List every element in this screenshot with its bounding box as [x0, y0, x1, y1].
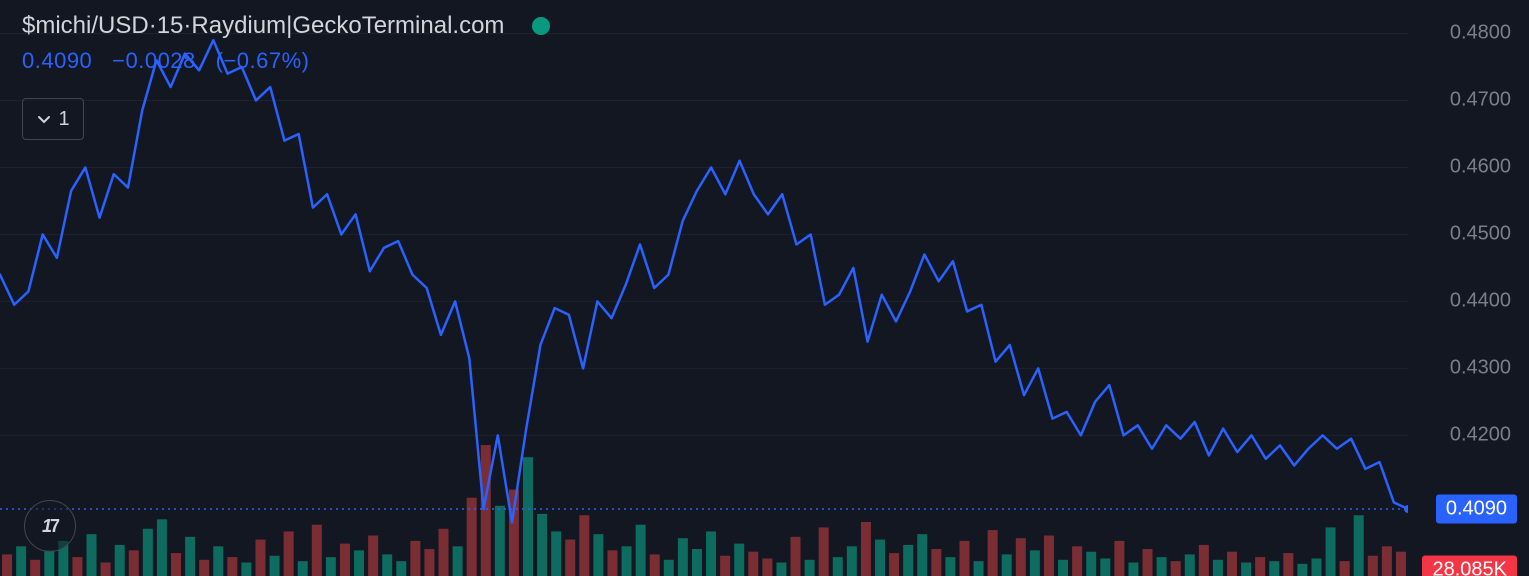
tv-logo-icon: 17	[42, 516, 58, 537]
sep: ·	[183, 12, 191, 40]
change-pct: (−0.67%)	[216, 48, 310, 73]
collapse-label: 1	[58, 108, 69, 131]
change-abs: −0.0028	[112, 48, 196, 73]
y-axis-tick: 0.4800	[1450, 22, 1511, 45]
volume-tag: 28.085K	[1422, 556, 1517, 576]
current-price-tag: 0.4090	[1436, 495, 1517, 524]
y-axis-tick: 0.4600	[1450, 156, 1511, 179]
y-axis-tick: 0.4700	[1450, 89, 1511, 112]
sep: ·	[149, 12, 157, 40]
site-label: GeckoTerminal.com	[292, 12, 504, 40]
y-axis-tick: 0.4200	[1450, 424, 1511, 447]
chart-svg	[0, 0, 1408, 576]
price-subheader: 0.4090 −0.0028 (−0.67%)	[22, 48, 310, 74]
current-price: 0.4090	[22, 48, 92, 73]
y-axis-tick: 0.4300	[1450, 357, 1511, 380]
pair-label: $michi/USD	[22, 12, 149, 40]
tradingview-logo[interactable]: 17	[24, 500, 76, 552]
y-axis-tick: 0.4400	[1450, 290, 1511, 313]
collapse-button[interactable]: 1	[22, 98, 84, 140]
chart-header: $michi/USD · 15 · Raydium | GeckoTermina…	[22, 12, 550, 40]
status-dot-icon	[532, 17, 550, 35]
y-axis[interactable]: 0.4800 0.4700 0.4600 0.4500 0.4400 0.4300 0.42…	[1408, 0, 1529, 576]
chart-area[interactable]	[0, 0, 1408, 576]
chevron-down-icon	[36, 111, 52, 127]
interval-label: 15	[157, 12, 184, 40]
y-axis-tick: 0.4500	[1450, 223, 1511, 246]
exchange-label: Raydium	[191, 12, 286, 40]
